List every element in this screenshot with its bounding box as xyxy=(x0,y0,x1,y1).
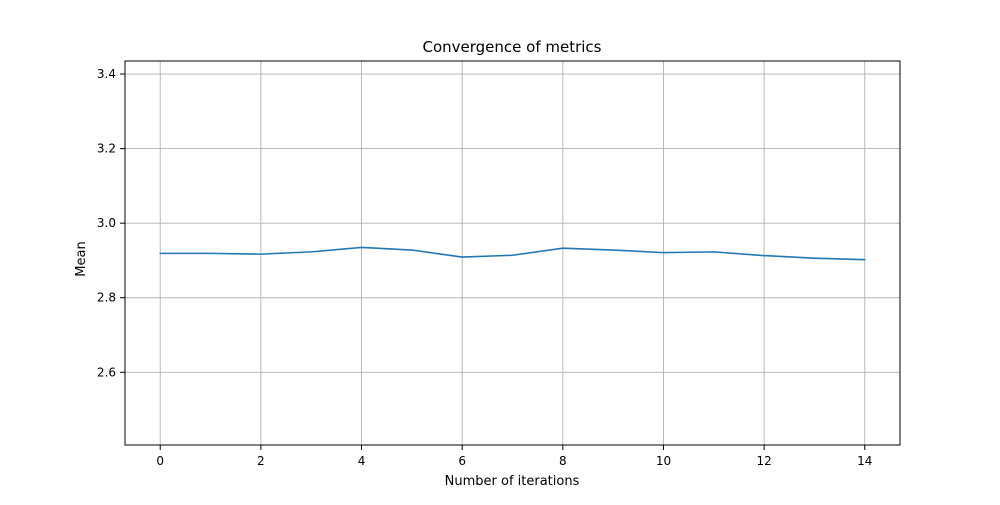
series-line xyxy=(159,246,866,261)
y-axis-label: Mean xyxy=(74,241,89,276)
x-tick-label: 12 xyxy=(756,454,771,468)
y-tick-label: 3.2 xyxy=(97,142,116,156)
plot-frame xyxy=(124,60,901,446)
y-tick-label: 2.6 xyxy=(97,365,116,379)
x-tick-label: 14 xyxy=(857,454,872,468)
x-tick-label: 2 xyxy=(257,454,265,468)
x-tick-label: 4 xyxy=(358,454,366,468)
y-tick-label: 3.4 xyxy=(97,67,116,81)
x-tick-label: 8 xyxy=(559,454,567,468)
chart-title: Convergence of metrics xyxy=(422,38,601,56)
x-axis-label: Number of iterations xyxy=(445,474,580,489)
y-tick-label: 3.0 xyxy=(97,216,116,230)
grid xyxy=(125,61,900,445)
x-axis-ticks: 0 2 4 6 8 10 12 14 xyxy=(156,445,872,468)
x-tick-label: 6 xyxy=(458,454,466,468)
x-tick-label: 10 xyxy=(656,454,671,468)
x-tick-label: 0 xyxy=(156,454,164,468)
series-layer xyxy=(159,246,866,261)
y-tick-label: 2.8 xyxy=(97,291,116,305)
y-axis-ticks: 2.6 2.8 3.0 3.2 3.4 xyxy=(97,67,125,379)
